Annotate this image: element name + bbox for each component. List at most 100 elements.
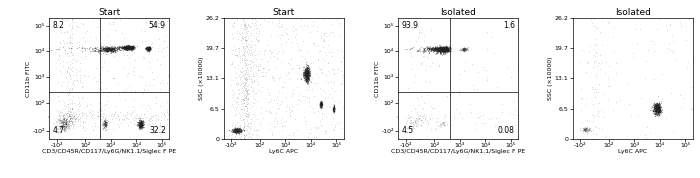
Point bbox=[302, 73, 313, 76]
Point bbox=[101, 46, 112, 49]
Point bbox=[243, 101, 254, 104]
Point bbox=[653, 107, 664, 110]
Point bbox=[102, 48, 113, 51]
Point bbox=[428, 49, 440, 51]
Point bbox=[63, 126, 74, 129]
Point bbox=[653, 111, 664, 114]
Point bbox=[440, 48, 452, 51]
Point bbox=[438, 47, 449, 49]
Point bbox=[237, 46, 248, 49]
Point bbox=[60, 127, 71, 130]
Point bbox=[477, 122, 488, 124]
Point bbox=[103, 46, 114, 48]
Point bbox=[74, 112, 85, 115]
Point bbox=[456, 47, 467, 50]
Point bbox=[241, 105, 252, 108]
Point bbox=[435, 48, 446, 50]
Point bbox=[141, 46, 153, 49]
Point bbox=[241, 89, 252, 91]
Point bbox=[227, 130, 238, 133]
Point bbox=[107, 21, 118, 23]
Point bbox=[675, 24, 686, 27]
Point bbox=[440, 49, 451, 52]
Point bbox=[454, 112, 465, 115]
Point bbox=[460, 49, 471, 52]
Point bbox=[328, 107, 339, 110]
Point bbox=[652, 106, 663, 109]
Point bbox=[99, 47, 110, 50]
Point bbox=[652, 107, 664, 110]
Point bbox=[242, 53, 253, 56]
Point bbox=[431, 47, 442, 50]
Point bbox=[232, 129, 243, 132]
Point bbox=[232, 81, 244, 84]
Point bbox=[430, 49, 442, 52]
Text: 8.2: 8.2 bbox=[52, 21, 64, 30]
Point bbox=[64, 118, 76, 121]
Point bbox=[652, 111, 664, 114]
Point bbox=[438, 48, 449, 51]
Point bbox=[316, 102, 327, 104]
Point bbox=[650, 107, 661, 110]
Point bbox=[143, 46, 154, 49]
Point bbox=[232, 130, 243, 132]
Point bbox=[453, 73, 464, 76]
Point bbox=[653, 109, 664, 111]
Point bbox=[652, 111, 664, 114]
Point bbox=[127, 48, 138, 51]
Point bbox=[116, 44, 127, 47]
Point bbox=[248, 72, 259, 75]
Point bbox=[98, 49, 109, 52]
Point bbox=[121, 48, 132, 51]
Point bbox=[230, 131, 241, 134]
Point bbox=[647, 104, 658, 107]
Point bbox=[645, 106, 657, 109]
Point bbox=[32, 50, 43, 53]
Point bbox=[425, 48, 436, 51]
Point bbox=[64, 93, 75, 96]
Point bbox=[237, 104, 248, 107]
Point bbox=[650, 109, 661, 112]
Title: Start: Start bbox=[272, 8, 295, 17]
Point bbox=[100, 120, 111, 123]
Point bbox=[63, 119, 74, 122]
Point bbox=[302, 83, 313, 85]
Point bbox=[454, 93, 465, 96]
Point bbox=[426, 47, 438, 50]
Point bbox=[426, 47, 437, 50]
Point bbox=[442, 48, 454, 51]
Point bbox=[137, 126, 148, 129]
Point bbox=[648, 104, 659, 107]
Point bbox=[654, 108, 665, 111]
Point bbox=[142, 48, 153, 51]
Point bbox=[441, 45, 452, 48]
Point bbox=[435, 48, 447, 51]
Point bbox=[436, 48, 447, 51]
Point bbox=[444, 46, 455, 49]
Point bbox=[328, 106, 339, 109]
Point bbox=[651, 103, 662, 106]
Point bbox=[654, 108, 665, 110]
Point bbox=[438, 52, 449, 55]
Point bbox=[426, 48, 437, 51]
Point bbox=[410, 120, 421, 123]
Point bbox=[438, 46, 449, 49]
Point bbox=[413, 49, 424, 52]
Point bbox=[649, 105, 660, 108]
Point bbox=[103, 46, 114, 48]
Point bbox=[136, 121, 148, 124]
Point bbox=[650, 105, 661, 108]
Point bbox=[650, 109, 662, 112]
Point bbox=[294, 49, 305, 52]
Point bbox=[66, 115, 78, 118]
Point bbox=[239, 66, 251, 68]
Point bbox=[237, 97, 248, 100]
Point bbox=[428, 48, 440, 51]
Point bbox=[104, 47, 116, 50]
Point bbox=[328, 108, 339, 111]
Point bbox=[237, 92, 248, 95]
Point bbox=[66, 48, 77, 51]
Point bbox=[235, 128, 246, 131]
Point bbox=[429, 47, 440, 49]
Point bbox=[430, 126, 442, 129]
